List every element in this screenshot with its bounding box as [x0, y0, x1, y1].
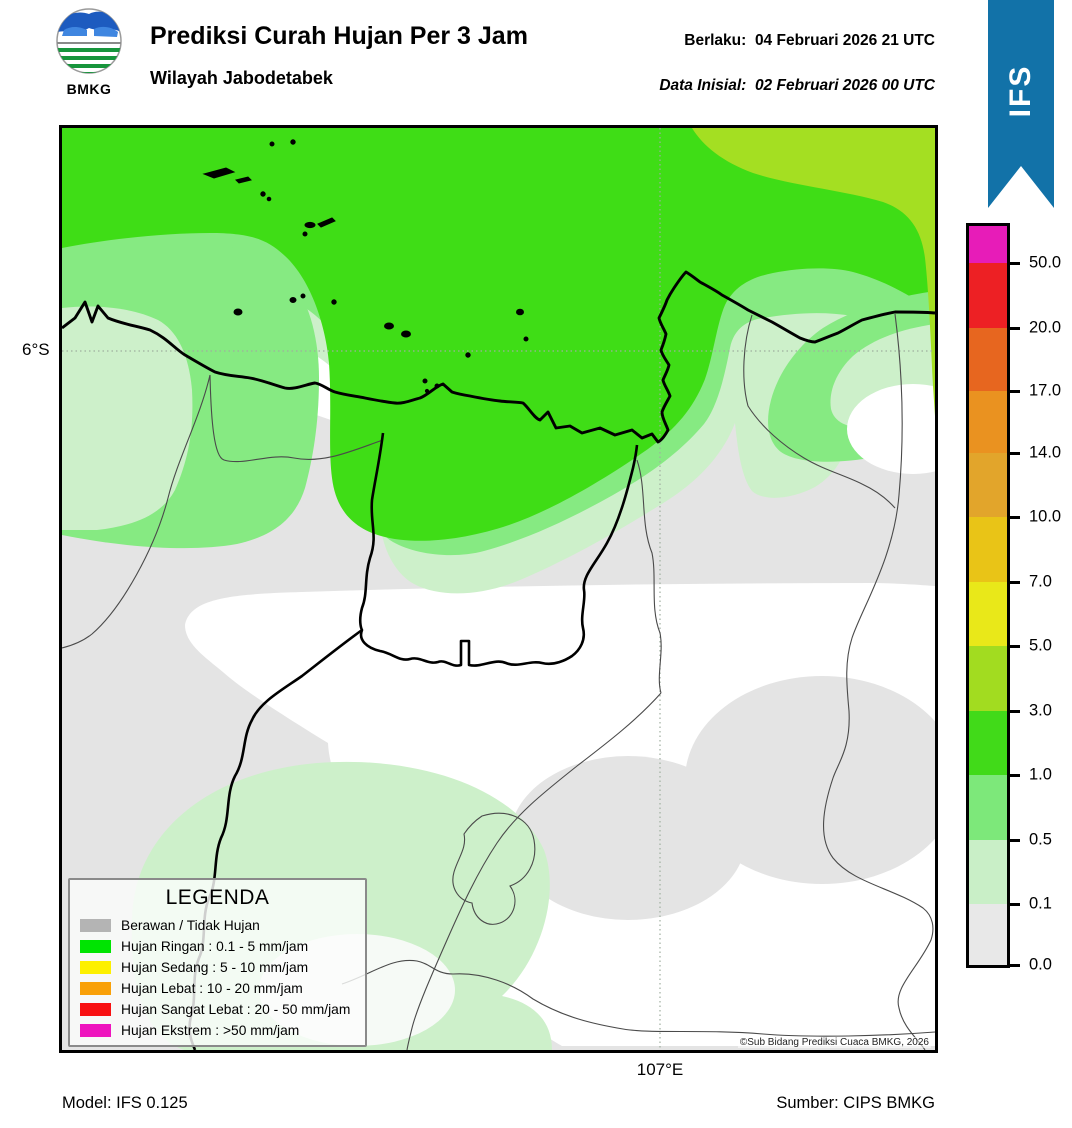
page-subtitle: Wilayah Jabodetabek: [150, 68, 333, 88]
legend-label: Hujan Lebat : 10 - 20 mm/jam: [121, 981, 303, 996]
valid-time-value: 04 Februari 2026 21 UTC: [754, 32, 935, 49]
legend-item: Hujan Sedang : 5 - 10 mm/jam: [80, 957, 355, 978]
colorbar-segment->50: [969, 226, 1007, 263]
legend-swatch: [80, 1024, 111, 1037]
legend-label: Hujan Sangat Lebat : 20 - 50 mm/jam: [121, 1002, 351, 1017]
legend-item: Berawan / Tidak Hujan: [80, 915, 355, 936]
model-ribbon-label: IFS: [1004, 64, 1037, 118]
legend-label: Berawan / Tidak Hujan: [121, 918, 260, 933]
legend-box: LEGENDA Berawan / Tidak Hujan Hujan Ringa…: [68, 878, 367, 1047]
colorbar-tick: [1010, 261, 1020, 265]
colorbar-tick-label-7.0: 7.0: [1029, 572, 1052, 591]
contour-clear-pocket-east: [847, 384, 935, 474]
contour-rain-1: [62, 128, 935, 541]
colorbar-tick: [1010, 515, 1020, 519]
coastline: [62, 270, 935, 444]
valid-time-label: Berlaku:: [684, 32, 747, 49]
colorbar-tick: [1010, 644, 1020, 648]
legend-label: Hujan Ringan : 0.1 - 5 mm/jam: [121, 939, 309, 954]
colorbar-tick: [1010, 709, 1020, 713]
bmkg-logo: BMKG: [52, 6, 126, 104]
colorbar-tick-label-20.0: 20.0: [1029, 318, 1062, 337]
colorbar-segment-1-3: [969, 711, 1007, 775]
colorbar-tick-label-0.1: 0.1: [1029, 894, 1052, 913]
islands: [202, 139, 529, 394]
init-time-label: Data Inisial:: [659, 77, 747, 94]
colorbar-tick-label-0.5: 0.5: [1029, 830, 1052, 849]
colorbar-tick: [1010, 580, 1020, 584]
latitude-tick-label: 6°S: [22, 340, 50, 359]
colorbar-tick: [1010, 389, 1020, 393]
colorbar-tick-label-14.0: 14.0: [1029, 443, 1062, 462]
colorbar-tick-label-3.0: 3.0: [1029, 701, 1052, 720]
legend-item: Hujan Ekstrem : >50 mm/jam: [80, 1020, 355, 1041]
contour-light-pocket-west-pale: [62, 306, 193, 530]
admin-boundaries-thin: [62, 313, 935, 1050]
legend-title: LEGENDA: [165, 886, 270, 909]
bmkg-logo-icon: [56, 8, 122, 74]
legend-items: Berawan / Tidak Hujan Hujan Ringan : 0.1 …: [80, 915, 355, 1041]
page-title: Prediksi Curah Hujan Per 3 Jam: [150, 22, 528, 50]
bmkg-logo-text: BMKG: [66, 81, 112, 97]
contour-cloudy-blob-se: [685, 676, 935, 884]
colorbar-segment-0.1-0.5: [969, 840, 1007, 904]
rainfall-map-canvas: [62, 128, 935, 1050]
colorbar-segment-5-7: [969, 582, 1007, 646]
rainfall-map: ©Sub Bidang Prediksi Cuaca BMKG, 2026: [59, 125, 938, 1053]
colorbar-scale: 50.0 20.0 17.0 14.0 10.0 7.0 5.0 3.0 1.0 0.5 0.1 0.…: [966, 223, 1061, 974]
contour-cloudy-blob-south: [510, 756, 746, 920]
legend-label: Hujan Sedang : 5 - 10 mm/jam: [121, 960, 309, 975]
colorbar-tick: [1010, 902, 1020, 906]
colorbar-tick-label-5.0: 5.0: [1029, 636, 1052, 655]
legend-item: Hujan Ringan : 0.1 - 5 mm/jam: [80, 936, 355, 957]
model-info: Model: IFS 0.125: [62, 1094, 188, 1112]
colorbar-tick-label-10.0: 10.0: [1029, 507, 1062, 526]
colorbar-tick: [1010, 773, 1020, 777]
colorbar-segment-3-5: [969, 646, 1007, 711]
valid-time: Berlaku: 04 Februari 2026 21 UTC: [684, 32, 935, 50]
colorbar-segment-20-50: [969, 263, 1007, 328]
ribbon-shape: [988, 0, 1054, 208]
colorbar-tick-label-0.0: 0.0: [1029, 955, 1052, 974]
contour-rain-3: [692, 128, 935, 416]
colorbar-tick-label-1.0: 1.0: [1029, 765, 1052, 784]
legend-swatch: [80, 1003, 111, 1016]
colorbar-tick: [1010, 838, 1020, 842]
colorbar-segment-10-14: [969, 453, 1007, 517]
init-time-value: 02 Februari 2026 00 UTC: [754, 77, 935, 94]
legend-swatch: [80, 982, 111, 995]
legend-swatch: [80, 961, 111, 974]
model-ribbon-icon: [988, 0, 1054, 208]
colorbar-tick: [1010, 963, 1020, 967]
legend-swatch: [80, 919, 111, 932]
colorbar-segment-17-20: [969, 328, 1007, 391]
colorbar-segment-0.5-1: [969, 775, 1007, 840]
init-time: Data Inisial: 02 Februari 2026 00 UTC: [659, 77, 935, 95]
legend-label: Hujan Ekstrem : >50 mm/jam: [121, 1023, 300, 1038]
colorbar-tick-label-17.0: 17.0: [1029, 381, 1062, 400]
legend-item: Hujan Lebat : 10 - 20 mm/jam: [80, 978, 355, 999]
colorbar-tick: [1010, 326, 1020, 330]
colorbar-tick-label-50.0: 50.0: [1029, 253, 1062, 272]
source-info: Sumber: CIPS BMKG: [776, 1094, 935, 1112]
legend-item: Hujan Sangat Lebat : 20 - 50 mm/jam: [80, 999, 355, 1020]
colorbar-segment-7-10: [969, 517, 1007, 582]
colorbar-segment-14-17: [969, 391, 1007, 453]
legend-swatch: [80, 940, 111, 953]
longitude-tick-label: 107°E: [636, 1060, 684, 1079]
colorbar-segment-0-0.1: [969, 904, 1007, 965]
colorbar-tick: [1010, 451, 1020, 455]
map-copyright: ©Sub Bidang Prediksi Cuaca BMKG, 2026: [737, 1037, 931, 1048]
